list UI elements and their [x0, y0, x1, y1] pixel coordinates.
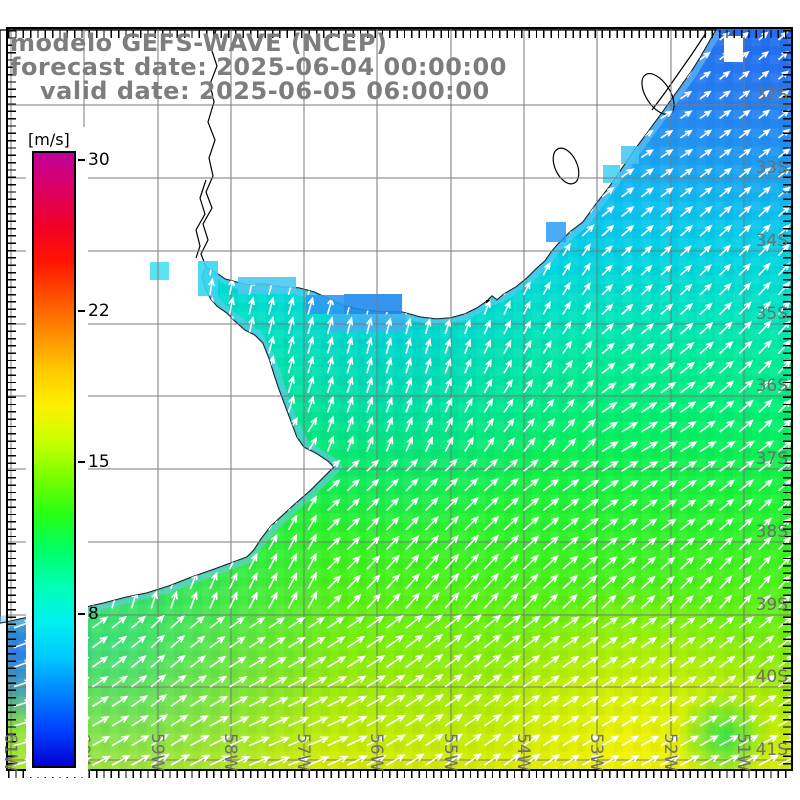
inland-water-features: [195, 29, 707, 303]
colorbar: [m/s] 30 22 15 8: [26, 127, 110, 777]
lon-label-58W: 58W: [220, 733, 240, 772]
lat-label-32S: 32S: [755, 85, 788, 105]
forecast-date: forecast date: 2025-06-04 00:00:00: [10, 53, 507, 81]
lon-label-61W: 61W: [0, 733, 20, 772]
lat-label-40S: 40S: [755, 667, 788, 687]
lat-label-33S: 33S: [755, 158, 788, 178]
lon-label-52W: 52W: [660, 733, 680, 772]
colorbar-tick-label-30: 30: [88, 150, 110, 171]
model-title: modelo GEFS-WAVE (NCEP): [10, 29, 388, 57]
colorbar-tick: [78, 612, 85, 615]
colorbar-tick: [78, 309, 85, 312]
lon-label-56W: 56W: [366, 733, 386, 772]
colorbar-unit-label: [m/s]: [28, 130, 70, 149]
colorbar-tick-label-8: 8: [88, 603, 99, 624]
lat-label-37S: 37S: [755, 449, 788, 469]
lagoa-mirim: [552, 147, 580, 185]
lat-label-34S: 34S: [755, 231, 788, 251]
lat-label-35S: 35S: [755, 304, 788, 324]
lat-label-38S: 38S: [755, 522, 788, 542]
estuary-island: [486, 300, 490, 303]
lon-label-59W: 59W: [147, 733, 167, 772]
lon-label-55W: 55W: [440, 733, 460, 772]
lat-label-39S: 39S: [755, 595, 788, 615]
lon-label-54W: 54W: [513, 733, 533, 772]
valid-date: valid date: 2025-06-05 06:00:00: [40, 77, 490, 105]
lat-label-41S: 41S: [755, 740, 788, 760]
lon-label-53W: 53W: [586, 733, 606, 772]
lat-label-36S: 36S: [755, 376, 788, 396]
colorbar-tick-label-22: 22: [88, 300, 110, 321]
river-bank: [195, 179, 207, 259]
lagoon-spit-shore: [651, 32, 707, 111]
uruguay-river: [200, 29, 218, 268]
colorbar-tick: [78, 159, 85, 162]
colorbar-tick: [78, 460, 85, 463]
colorbar-gradient: [32, 151, 76, 768]
lon-label-57W: 57W: [293, 733, 313, 772]
colorbar-tick-label-15: 15: [88, 451, 110, 472]
